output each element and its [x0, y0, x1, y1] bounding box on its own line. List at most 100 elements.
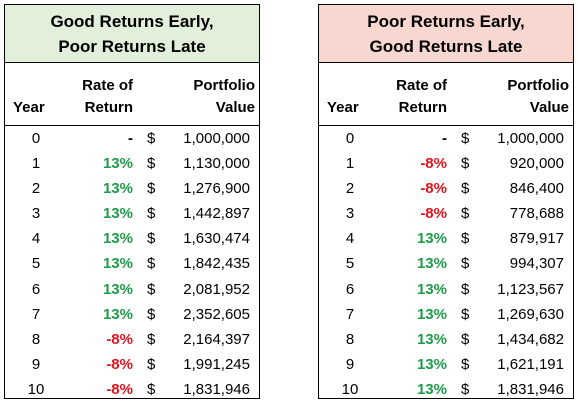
- year-cell: 5: [345, 255, 355, 273]
- table-row: 5 13% $994,307: [319, 251, 573, 276]
- portfolio-value-cell: 1,831,946: [497, 380, 564, 398]
- year-cell: 3: [345, 205, 355, 223]
- year-cell: 7: [345, 305, 355, 323]
- year-cell: 1: [345, 155, 355, 173]
- rate-cell: 13%: [416, 255, 447, 273]
- title-line-2: Poor Returns Late: [58, 36, 206, 56]
- currency-symbol: $: [147, 130, 156, 147]
- table-body: 0- $1,000,000 1 13% $1,130,000 2 13% $1,276,900…: [5, 126, 259, 402]
- table-row: 8 -8% $2,164,397: [5, 327, 259, 352]
- currency-symbol: $: [461, 330, 470, 348]
- table-row: 9 -8% $1,991,245: [5, 352, 259, 377]
- currency-symbol: $: [147, 355, 156, 373]
- table-header: Year Rate of Return Portfolio Value: [319, 63, 573, 126]
- year-cell: 3: [31, 205, 41, 223]
- good-early-title: Good Returns Early, Poor Returns Late: [5, 5, 259, 63]
- currency-symbol: $: [147, 330, 156, 348]
- rate-cell: 13%: [416, 305, 447, 323]
- rate-cell: -8%: [106, 380, 133, 398]
- portfolio-value-cell: 1,000,000: [497, 130, 564, 147]
- table-row: 6 13% $1,123,567: [319, 277, 573, 302]
- table-body: 0- $1,000,000 1 -8% $920,000 2 -8% $846,400 3 -8%…: [319, 126, 573, 402]
- year-cell: 8: [31, 330, 41, 348]
- portfolio-value-cell: 1,442,897: [183, 205, 250, 223]
- rate-cell: 13%: [102, 180, 133, 198]
- currency-symbol: $: [147, 230, 156, 248]
- rate-cell: -8%: [420, 180, 447, 198]
- portfolio-value-cell: 1,130,000: [183, 155, 250, 173]
- rate-header-line-1: Rate of: [82, 77, 133, 94]
- currency-symbol: $: [147, 155, 156, 173]
- currency-symbol: $: [461, 255, 470, 273]
- table-row: 3 13% $1,442,897: [5, 201, 259, 226]
- title-line-1: Poor Returns Early,: [367, 11, 525, 31]
- currency-symbol: $: [461, 180, 470, 198]
- table-row: 0 - $1,000,000: [319, 126, 573, 151]
- currency-symbol: $: [147, 255, 156, 273]
- portfolio-value-cell: 1,621,191: [497, 355, 564, 373]
- currency-symbol: $: [461, 130, 470, 147]
- currency-symbol: $: [461, 355, 470, 373]
- year-header: Year: [13, 99, 45, 116]
- rate-cell: 13%: [416, 230, 447, 248]
- table-header: Year Rate of Return Portfolio Value: [5, 63, 259, 126]
- table-row: 7 13% $1,269,630: [319, 302, 573, 327]
- table-row: 2 -8% $846,400: [319, 176, 573, 201]
- portfolio-value-cell: 1,269,630: [497, 305, 564, 323]
- year-cell: 0: [345, 130, 355, 147]
- rate-cell: -8%: [106, 330, 133, 348]
- rate-cell: -8%: [420, 155, 447, 173]
- rate-cell: 13%: [102, 230, 133, 248]
- rate-header-line-2: Return: [398, 99, 447, 116]
- portfolio-value-cell: 2,352,605: [183, 305, 250, 323]
- poor-early-table: Poor Returns Early, Good Returns Late Ye…: [318, 4, 574, 399]
- table-row: 10 -8% $1,831,946: [5, 377, 259, 402]
- rate-header-line-1: Rate of: [396, 77, 447, 94]
- year-cell: 6: [345, 280, 355, 298]
- table-row: 3 -8% $778,688: [319, 201, 573, 226]
- table-row: 0 - $1,000,000: [5, 126, 259, 151]
- rate-cell: 13%: [102, 205, 133, 223]
- table-row: 7 13% $2,352,605: [5, 302, 259, 327]
- table-row: 1 -8% $920,000: [319, 151, 573, 176]
- rate-cell: 13%: [416, 380, 447, 398]
- currency-symbol: $: [147, 205, 156, 223]
- poor-early-title: Poor Returns Early, Good Returns Late: [319, 5, 573, 63]
- year-cell: 2: [345, 180, 355, 198]
- currency-symbol: $: [147, 305, 156, 323]
- year-cell: 4: [31, 230, 41, 248]
- year-cell: 2: [31, 180, 41, 198]
- year-cell: 1: [31, 155, 41, 173]
- title-line-1: Good Returns Early,: [50, 11, 214, 31]
- year-cell: 10: [341, 380, 359, 398]
- good-early-table: Good Returns Early, Poor Returns Late Ye…: [4, 4, 260, 399]
- table-row: 6 13% $2,081,952: [5, 277, 259, 302]
- rate-cell: -: [442, 130, 447, 147]
- portfolio-value-cell: 1,434,682: [497, 330, 564, 348]
- rate-cell: 13%: [102, 280, 133, 298]
- rate-cell: 13%: [102, 255, 133, 273]
- currency-symbol: $: [461, 380, 470, 398]
- portfolio-value-cell: 2,081,952: [183, 280, 250, 298]
- year-cell: 5: [31, 255, 41, 273]
- year-header: Year: [327, 99, 359, 116]
- rate-cell: 13%: [102, 155, 133, 173]
- rate-cell: -8%: [420, 205, 447, 223]
- portfolio-value-cell: 1,831,946: [183, 380, 250, 398]
- rate-cell: 13%: [102, 305, 133, 323]
- portfolio-value-cell: 846,400: [509, 180, 564, 198]
- table-row: 4 13% $879,917: [319, 226, 573, 251]
- year-cell: 0: [31, 130, 41, 147]
- rate-cell: 13%: [416, 355, 447, 373]
- portfolio-value-cell: 1,991,245: [183, 355, 250, 373]
- table-row: 10 13% $1,831,946: [319, 377, 573, 402]
- rate-cell: -: [128, 130, 133, 147]
- table-row: 9 13% $1,621,191: [319, 352, 573, 377]
- portfolio-value-cell: 920,000: [509, 155, 564, 173]
- table-row: 4 13% $1,630,474: [5, 226, 259, 251]
- year-cell: 9: [345, 355, 355, 373]
- table-row: 8 13% $1,434,682: [319, 327, 573, 352]
- year-cell: 6: [31, 280, 41, 298]
- currency-symbol: $: [461, 155, 470, 173]
- portfolio-value-cell: 1,123,567: [497, 280, 564, 298]
